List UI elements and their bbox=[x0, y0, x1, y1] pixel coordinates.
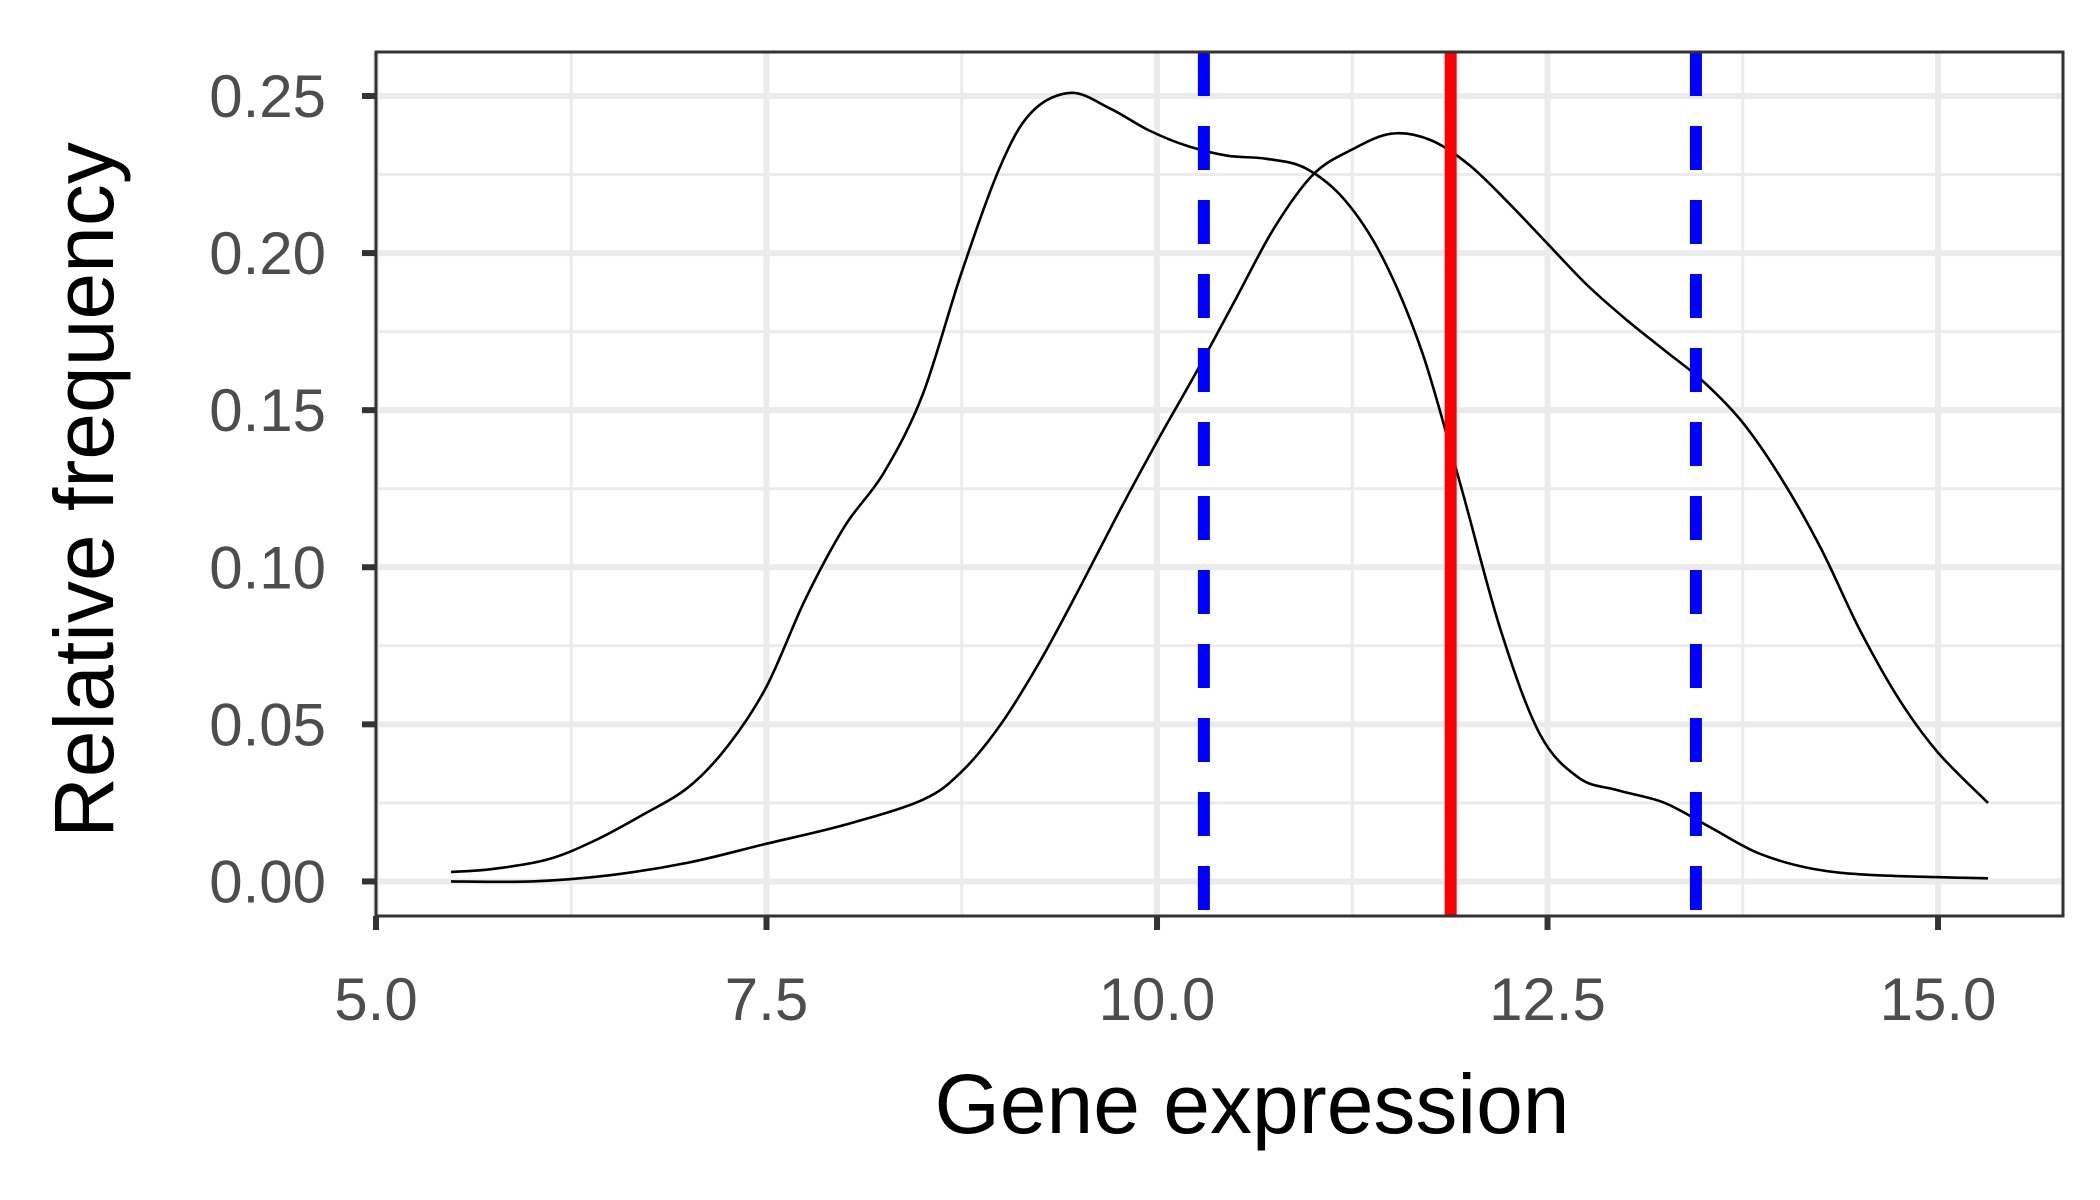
vline-layer bbox=[1197, 52, 1702, 916]
y-tick-label: 0.05 bbox=[209, 691, 326, 758]
x-tick-label: 5.0 bbox=[334, 966, 417, 1033]
density-curve-2 bbox=[450, 131, 1989, 884]
y-tick-label: 0.20 bbox=[209, 220, 326, 287]
y-tick-label: 0.15 bbox=[209, 377, 326, 444]
x-tick-label: 7.5 bbox=[725, 966, 808, 1033]
series-layer bbox=[450, 91, 1989, 884]
y-tick-label: 0.00 bbox=[209, 848, 326, 915]
y-axis-title: Relative frequency bbox=[37, 142, 131, 838]
y-tick-label: 0.25 bbox=[209, 63, 326, 130]
x-tick-label: 15.0 bbox=[1880, 966, 1997, 1033]
y-tick-label: 0.10 bbox=[209, 534, 326, 601]
x-tick-label: 10.0 bbox=[1099, 966, 1216, 1033]
x-tick-label: 12.5 bbox=[1489, 966, 1606, 1033]
grid-minor bbox=[376, 52, 2063, 916]
y-axis: 0.00 0.05 0.10 0.15 0.20 0.25 bbox=[209, 63, 376, 915]
panel-border bbox=[374, 50, 2065, 918]
x-axis-title: Gene expression bbox=[934, 1057, 1569, 1151]
density-curve-1 bbox=[450, 91, 1989, 880]
x-axis: 5.0 7.5 10.0 12.5 15.0 bbox=[334, 916, 1996, 1033]
